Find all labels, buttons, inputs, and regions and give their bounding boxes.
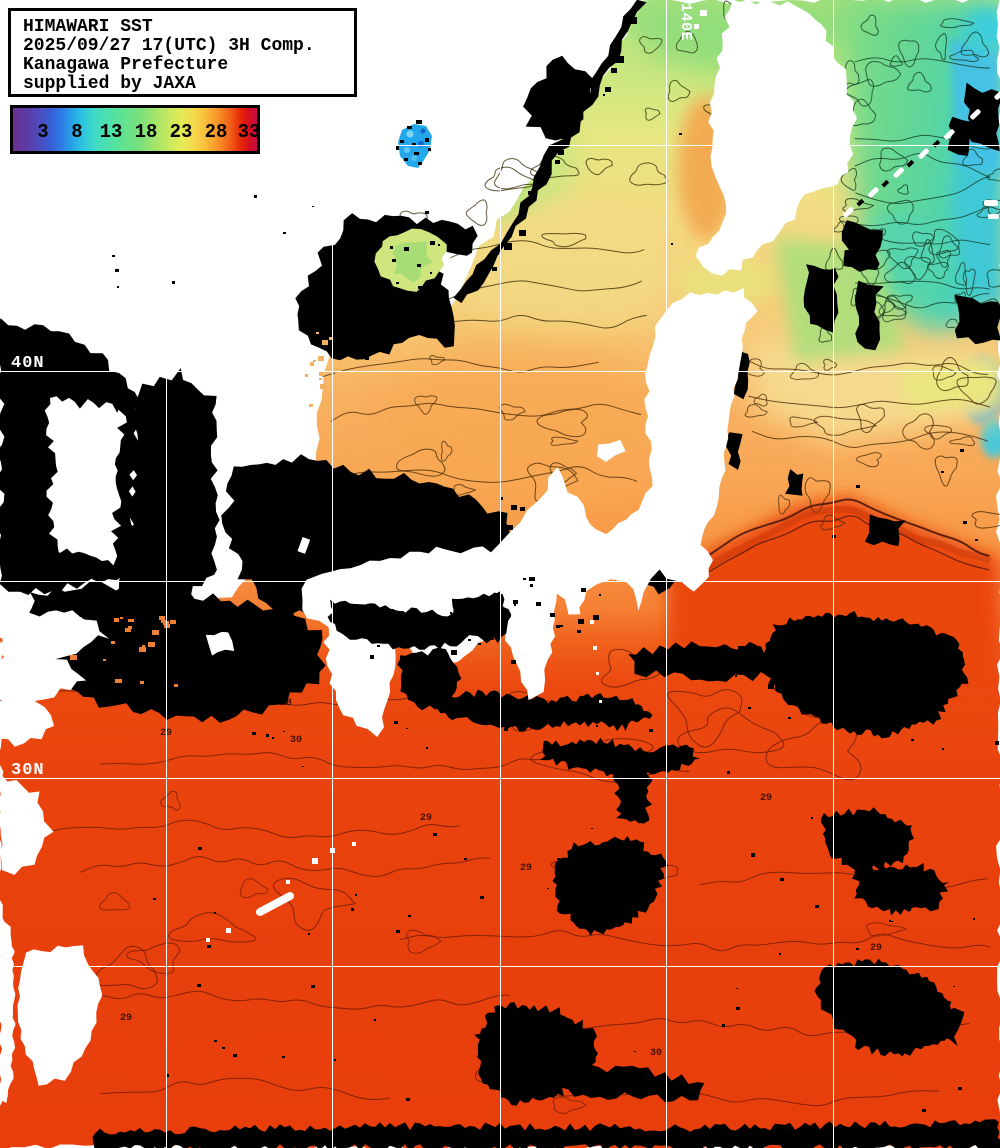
svg-text:23: 23 [170, 121, 193, 143]
svg-text:Kanagawa Prefecture: Kanagawa Prefecture [23, 55, 228, 75]
svg-text:140E: 140E [677, 3, 694, 41]
svg-text:supplied by JAXA: supplied by JAXA [23, 74, 196, 94]
svg-text:40N: 40N [11, 354, 45, 373]
svg-text:HIMAWARI SST: HIMAWARI SST [23, 17, 153, 37]
svg-text:29: 29 [870, 943, 882, 954]
svg-text:29: 29 [520, 863, 532, 874]
svg-text:18: 18 [135, 121, 158, 143]
svg-text:3: 3 [37, 121, 48, 143]
svg-text:28: 28 [205, 121, 228, 143]
svg-text:29: 29 [420, 813, 432, 824]
svg-text:30: 30 [650, 1048, 662, 1059]
svg-text:13: 13 [100, 121, 123, 143]
svg-text:33: 33 [238, 121, 261, 143]
svg-text:29: 29 [120, 1013, 132, 1024]
svg-text:30: 30 [290, 735, 302, 746]
svg-text:2025/09/27 17(UTC) 3H Comp.: 2025/09/27 17(UTC) 3H Comp. [23, 36, 315, 56]
svg-text:29: 29 [760, 793, 772, 804]
svg-text:8: 8 [71, 121, 82, 143]
svg-text:30N: 30N [11, 761, 45, 780]
